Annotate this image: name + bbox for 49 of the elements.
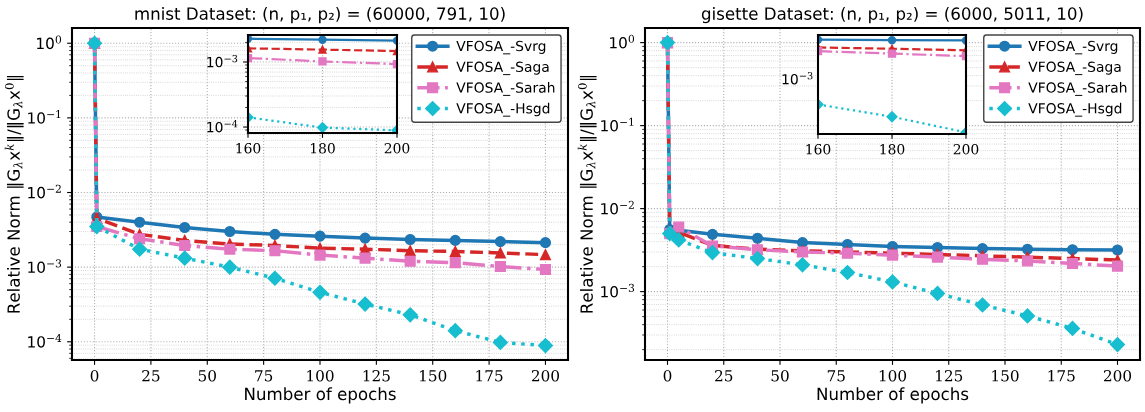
y-tick-label: 10$^{−4}$ — [207, 119, 238, 133]
x-tick-label: 50 — [198, 369, 216, 382]
x-tick-label: 25 — [715, 369, 733, 382]
x-tick-label: 160 — [806, 143, 831, 155]
x-tick-label: 100 — [307, 369, 334, 382]
y-tick-label: 10$^{0}$ — [610, 34, 635, 49]
legend-label: VFOSA_-Svrg — [456, 40, 546, 55]
y-tick-label: 10$^{0}$ — [37, 35, 62, 50]
chart-title: gisette Dataset: (n, p₁, p₂) = (6000, 5011, 10) — [701, 7, 1083, 24]
x-tick-label: 200 — [953, 143, 979, 155]
legend-label: VFOSA_-Sarah — [1028, 82, 1127, 96]
y-tick-label: 10$^{−2}$ — [601, 200, 634, 215]
x-axis-title: Number of epochs — [245, 387, 396, 404]
x-tick-label: 160 — [236, 142, 261, 154]
x-tick-label: 0 — [90, 369, 99, 382]
x-tick-label: 100 — [879, 369, 907, 382]
x-tick-label: 200 — [531, 369, 560, 382]
x-tick-label: 200 — [1103, 369, 1132, 382]
x-tick-label: 175 — [1048, 369, 1075, 382]
x-tick-label: 25 — [142, 369, 160, 382]
annotation: 10$^{−3}$ — [782, 72, 813, 85]
x-tick-label: 150 — [992, 369, 1019, 382]
x-tick-label: 0 — [663, 369, 672, 382]
x-tick-label: 180 — [880, 143, 905, 155]
legend-label: VFOSA_-Hsgd — [456, 102, 550, 117]
y-tick-label: 10$^{−2}$ — [28, 184, 61, 199]
y-tick-label: 10$^{−1}$ — [28, 110, 61, 124]
x-tick-label: 75 — [255, 370, 273, 382]
y-tick-label: 10$^{−4}$ — [28, 333, 62, 348]
y-tick-label: 10$^{−3}$ — [601, 283, 635, 298]
legend-label: VFOSA_-Saga — [1028, 61, 1121, 76]
x-tick-label: 75 — [827, 370, 845, 382]
x-tick-label: 180 — [310, 142, 335, 154]
x-tick-label: 200 — [384, 142, 410, 154]
legend-label: VFOSA_-Sarah — [456, 82, 555, 96]
y-tick-label: 10$^{−1}$ — [601, 117, 634, 132]
text: Relative Norm ‖G$_{λ}$x$^{k}$‖/‖G$_{λ}$x$^{0}$‖ — [577, 75, 597, 313]
y-tick-label: 10$^{−3}$ — [28, 259, 62, 274]
text: Relative Norm ‖G$_{λ}$x$^{k}$‖/‖G$_{λ}$x$^{0}$‖ — [4, 75, 24, 313]
legend-label: VFOSA_-Saga — [456, 61, 549, 76]
x-tick-label: 150 — [420, 369, 447, 382]
legend-label: VFOSA_-Svrg — [1028, 40, 1118, 55]
x-tick-label: 125 — [936, 369, 963, 382]
chart-title: mnist Dataset: (n, p₁, p₂) = (60000, 791, 10) — [135, 7, 505, 24]
legend-label: VFOSA_-Hsgd — [1028, 102, 1122, 117]
x-tick-label: 125 — [363, 369, 390, 382]
x-tick-label: 50 — [771, 369, 789, 382]
x-tick-label: 175 — [476, 369, 503, 382]
x-axis-title: Number of epochs — [817, 387, 969, 404]
